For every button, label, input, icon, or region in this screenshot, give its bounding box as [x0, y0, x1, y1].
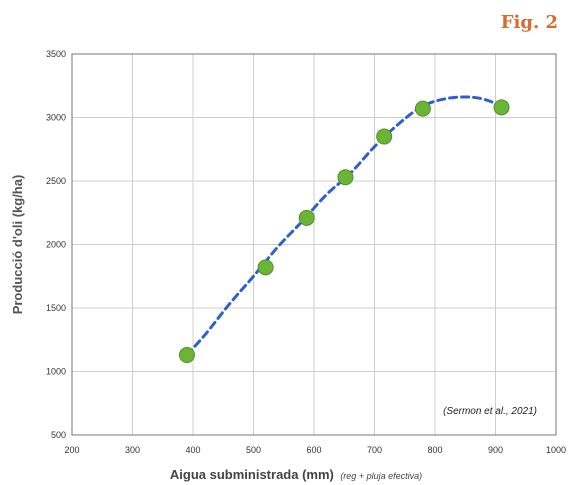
x-tick-label: 700: [367, 445, 382, 455]
x-axis-ticks: 200 300 400 500 600 700 800 900 1000: [64, 445, 566, 455]
x-tick-label: 400: [185, 445, 200, 455]
data-point: [493, 99, 510, 116]
x-tick-label: 600: [306, 445, 321, 455]
x-tick-label: 300: [125, 445, 140, 455]
y-tick-label: 3500: [46, 49, 66, 59]
y-axis-label: Producció d'oli (kg/ha): [10, 175, 25, 315]
y-tick-label: 1500: [46, 303, 66, 313]
x-tick-label: 800: [427, 445, 442, 455]
data-point: [298, 209, 315, 226]
y-tick-label: 2500: [46, 176, 66, 186]
data-point: [414, 100, 431, 117]
source-annotation: (Sermon et al., 2021): [443, 406, 537, 417]
data-point: [178, 346, 195, 363]
x-tick-label: 500: [246, 445, 261, 455]
y-tick-label: 2000: [46, 240, 66, 250]
figure-label: Fig. 2: [500, 12, 558, 33]
y-axis-ticks: 500 1000 1500 2000 2500 3000 3500: [46, 49, 66, 440]
x-axis-title: Aigua subministrada (mm) (reg + pluja ef…: [170, 466, 422, 483]
y-tick-label: 500: [51, 430, 66, 440]
trend-line: [185, 95, 504, 357]
x-tick-label: 1000: [546, 445, 566, 455]
x-axis-label-suffix: (reg + pluja efectiva): [340, 471, 422, 481]
y-tick-label: 3000: [46, 113, 66, 123]
y-tick-label: 1000: [46, 367, 66, 377]
plot-frame: [71, 53, 557, 436]
data-point: [257, 259, 274, 276]
x-tick-label: 900: [488, 445, 503, 455]
x-tick-label: 200: [64, 445, 79, 455]
x-axis-label: Aigua subministrada (mm): [170, 467, 334, 482]
data-point: [376, 128, 393, 145]
data-points: [178, 99, 510, 363]
grid: [71, 53, 557, 436]
data-point: [337, 169, 354, 186]
